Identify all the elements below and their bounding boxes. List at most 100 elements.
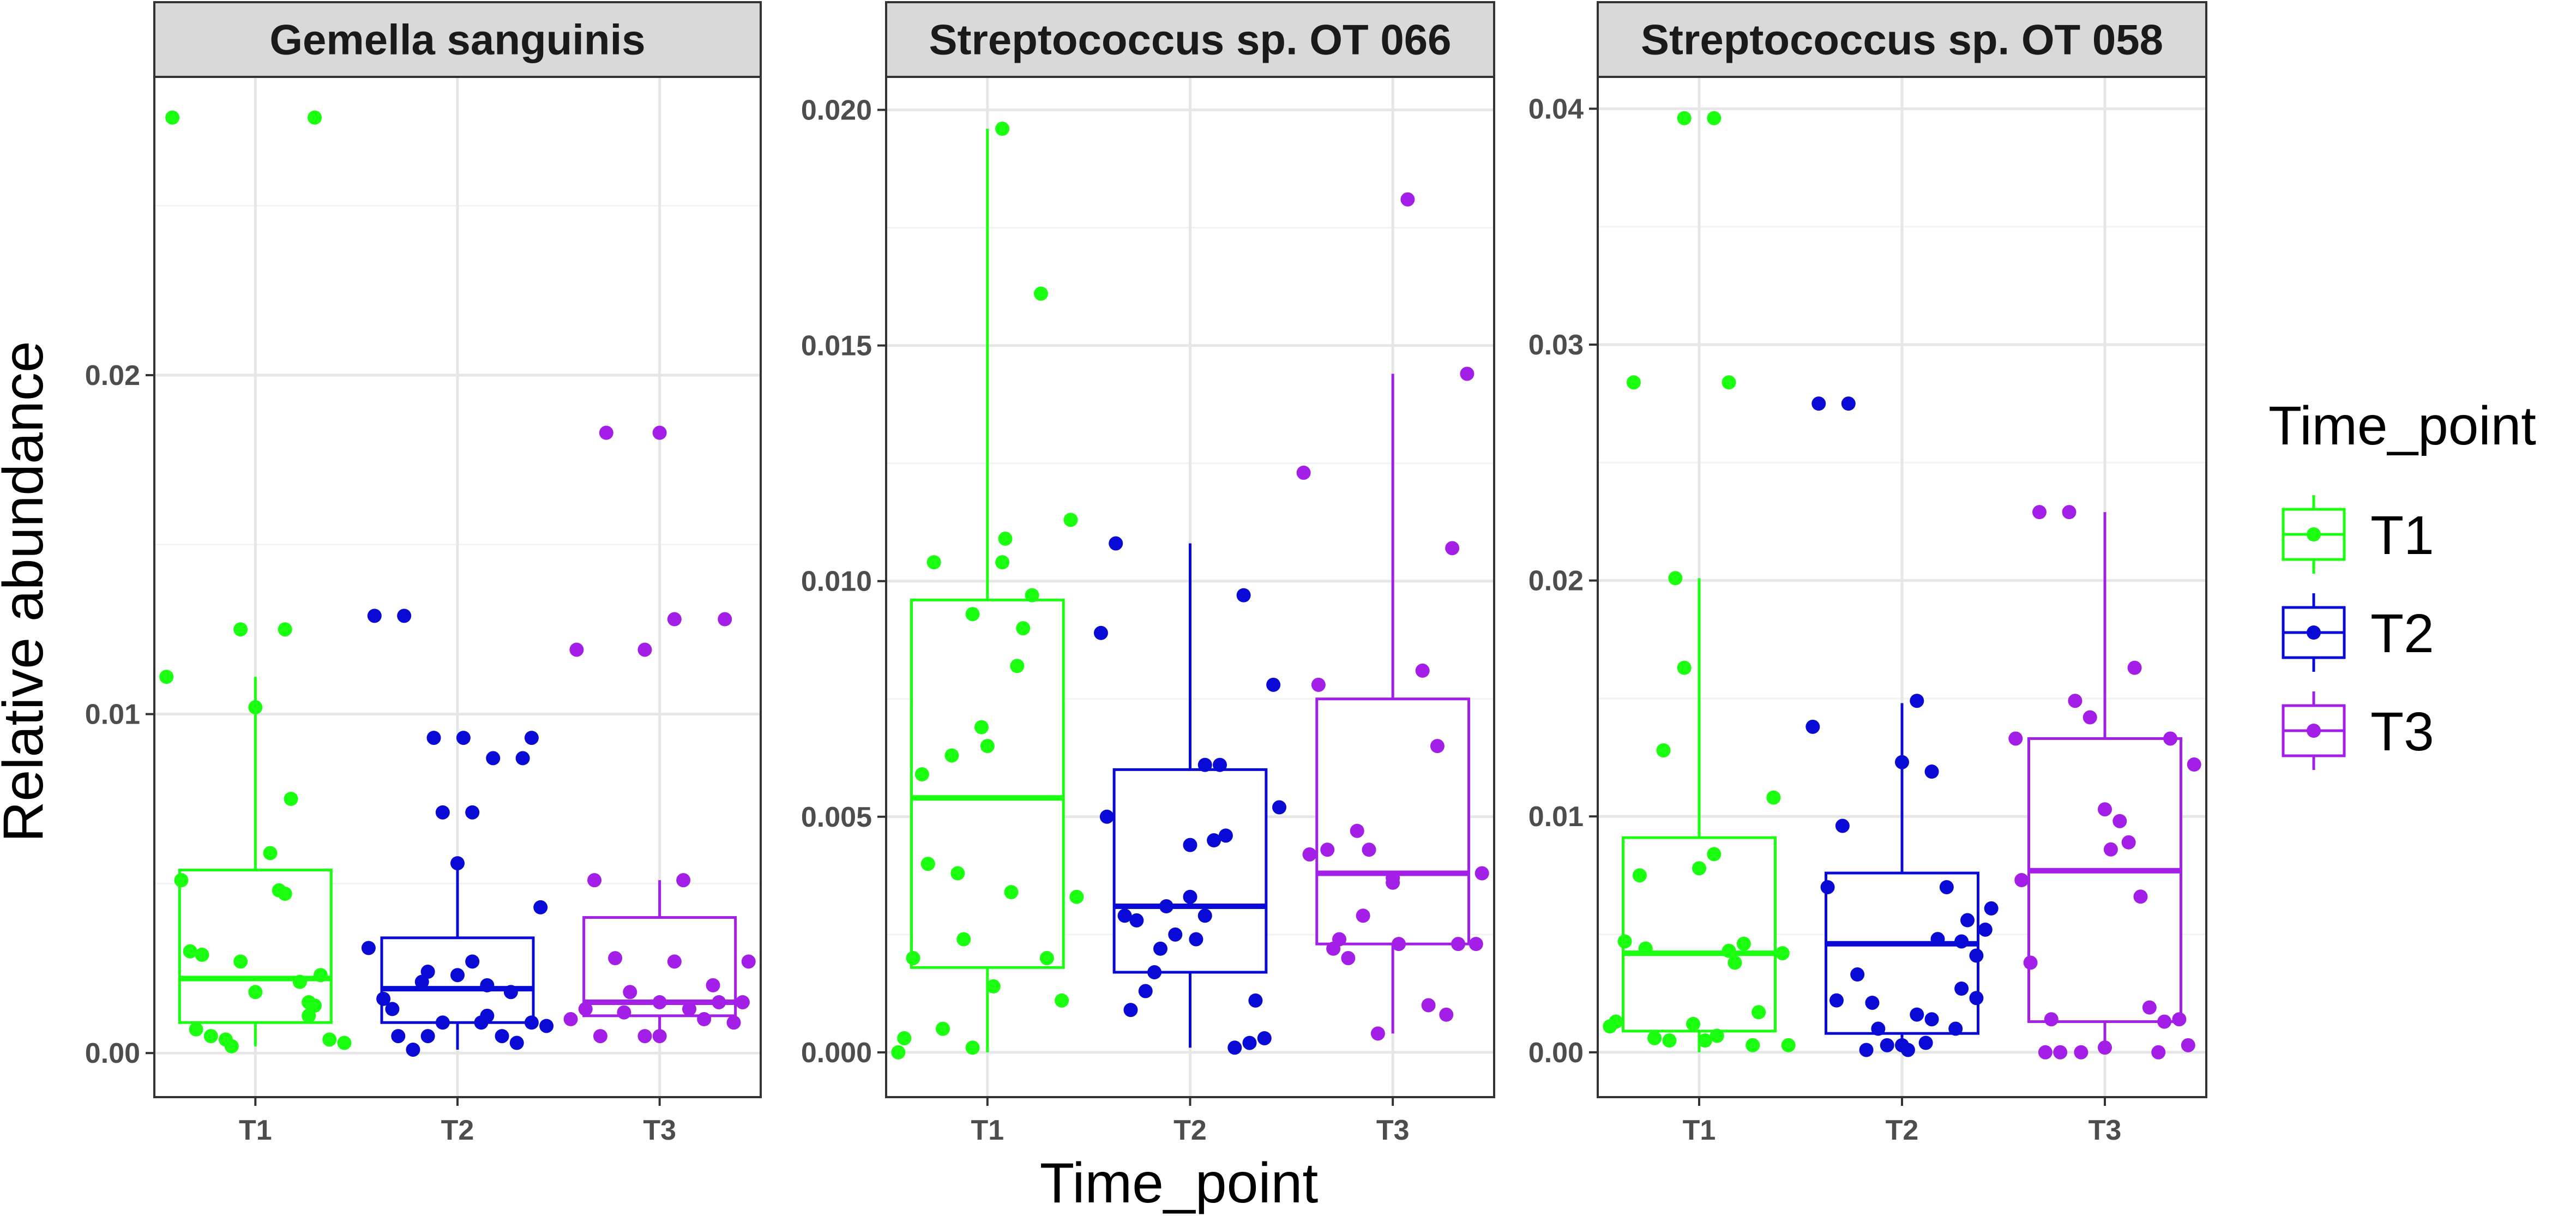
box-t3 [1315, 374, 1471, 1034]
data-point [1910, 1007, 1924, 1022]
data-point [1213, 757, 1227, 772]
data-point [2083, 710, 2097, 725]
data-point [2014, 873, 2029, 888]
data-point [1421, 998, 1436, 1013]
data-point [278, 622, 292, 637]
y-tick-label: 0.005 [801, 802, 872, 833]
data-point [563, 1012, 578, 1027]
legend-key-point [2307, 527, 2321, 541]
data-point [1033, 286, 1048, 301]
box-body [2027, 737, 2182, 1024]
data-point [712, 995, 726, 1009]
data-point [1647, 1031, 1662, 1045]
data-point [1900, 1043, 1915, 1057]
data-point [1859, 1043, 1874, 1057]
data-point [2187, 757, 2201, 772]
data-point [2098, 1040, 2112, 1055]
data-point [2068, 694, 2083, 708]
data-point [1638, 941, 1653, 956]
data-point [465, 805, 480, 820]
data-point [1918, 1036, 1933, 1050]
data-point [637, 642, 652, 657]
data-point [1736, 936, 1751, 951]
data-point [2163, 731, 2178, 746]
data-point [1722, 943, 1736, 958]
data-point [1969, 948, 1984, 963]
data-point [1415, 663, 1430, 678]
data-point [1698, 1033, 1712, 1048]
data-point [1123, 1003, 1138, 1018]
data-point [1880, 1038, 1894, 1052]
data-point [667, 954, 682, 969]
data-point [2023, 955, 2038, 970]
x-tick-label: T2 [441, 1115, 474, 1146]
box-body [1315, 697, 1471, 946]
data-point [995, 122, 1010, 136]
data-point [1960, 913, 1975, 928]
data-point [1775, 946, 1790, 961]
data-point [385, 1002, 400, 1016]
data-point [1871, 1021, 1886, 1036]
strip-background [153, 1, 762, 78]
data-point [361, 941, 376, 955]
data-point [1850, 967, 1865, 982]
data-point [667, 612, 682, 627]
data-point [1016, 621, 1031, 636]
data-point [159, 670, 174, 684]
y-tick-label: 0.04 [1528, 93, 1584, 125]
data-point [1242, 1036, 1257, 1050]
y-tick-label: 0.010 [801, 566, 872, 598]
x-tick-label: T1 [1683, 1115, 1716, 1146]
data-point [539, 1019, 554, 1033]
data-point [1159, 899, 1173, 913]
data-point [1248, 993, 1263, 1008]
data-point [486, 751, 501, 766]
data-point [391, 1029, 406, 1044]
data-point [1189, 932, 1203, 947]
data-point [284, 791, 298, 806]
data-point [1320, 842, 1335, 857]
data-point [1302, 847, 1317, 862]
y-tick-label: 0.02 [85, 360, 140, 392]
points-t1 [1603, 111, 1796, 1052]
data-point [524, 731, 539, 745]
data-point [1746, 1038, 1760, 1052]
data-point [1617, 934, 1632, 949]
legend-label: T1 [2370, 505, 2434, 566]
data-point [248, 985, 263, 1000]
data-point [1939, 880, 1954, 894]
data-point [587, 873, 602, 888]
data-point [1811, 396, 1826, 411]
data-point [735, 995, 750, 1009]
data-point [1439, 1007, 1454, 1022]
data-point [1474, 866, 1489, 881]
data-point [891, 1045, 906, 1060]
x-tick-label: T1 [971, 1115, 1004, 1146]
data-point [1272, 800, 1287, 815]
points-t1 [891, 122, 1084, 1060]
data-point [1039, 951, 1054, 966]
data-point [233, 622, 248, 637]
data-point [2103, 842, 2118, 857]
data-point [950, 866, 965, 881]
data-point [515, 751, 530, 766]
x-tick-label: T2 [1173, 1115, 1207, 1146]
data-point [435, 1015, 450, 1030]
data-point [652, 995, 667, 1009]
data-point [1093, 625, 1108, 640]
data-point [1183, 838, 1197, 852]
data-point [1632, 868, 1647, 883]
data-point [1430, 739, 1445, 754]
data-point [706, 978, 720, 992]
data-point [652, 1029, 667, 1044]
data-point [914, 767, 929, 782]
data-point [1820, 880, 1835, 894]
data-point [1236, 588, 1251, 603]
data-point [906, 951, 920, 966]
data-point [195, 947, 209, 962]
points-t3 [1296, 192, 1489, 1041]
strip-title: Streptococcus sp. OT 058 [1641, 16, 2163, 64]
data-point [1117, 908, 1132, 923]
data-point [1356, 908, 1370, 923]
x-tick-label: T3 [2089, 1115, 2122, 1146]
